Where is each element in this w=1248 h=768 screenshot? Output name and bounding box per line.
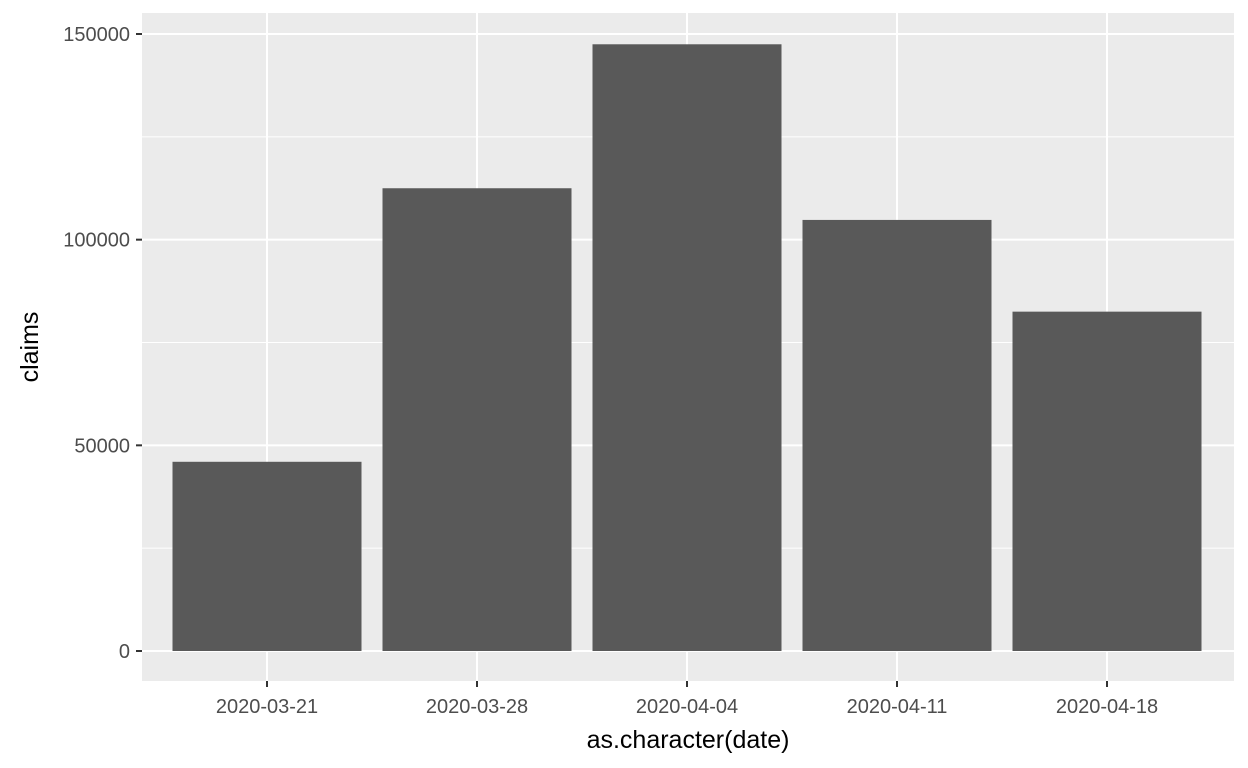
- bar-2020-03-21: [172, 461, 362, 651]
- x-tick-label: 2020-03-21: [216, 696, 318, 718]
- y-axis: 0 50000 100000 150000: [63, 24, 142, 663]
- bar-2020-04-11: [802, 219, 992, 651]
- x-tick-label: 2020-04-18: [1056, 696, 1158, 718]
- y-axis-title: claims: [16, 312, 44, 383]
- bar-2020-03-28: [382, 188, 572, 651]
- x-axis-title: as.character(date): [587, 726, 790, 754]
- bar-2020-04-04: [592, 44, 782, 652]
- y-tick-label: 0: [119, 641, 130, 663]
- x-tick-label: 2020-04-11: [847, 696, 948, 718]
- bar-2020-04-18: [1012, 311, 1202, 651]
- y-tick-label: 50000: [74, 435, 130, 457]
- bars: [172, 44, 1202, 652]
- y-tick-label: 100000: [63, 230, 130, 252]
- y-tick-label: 150000: [63, 24, 130, 46]
- x-tick-label: 2020-03-28: [426, 696, 528, 718]
- x-axis: 2020-03-21 2020-03-28 2020-04-04 2020-04-11…: [216, 681, 1158, 718]
- x-tick-label: 2020-04-04: [636, 696, 738, 718]
